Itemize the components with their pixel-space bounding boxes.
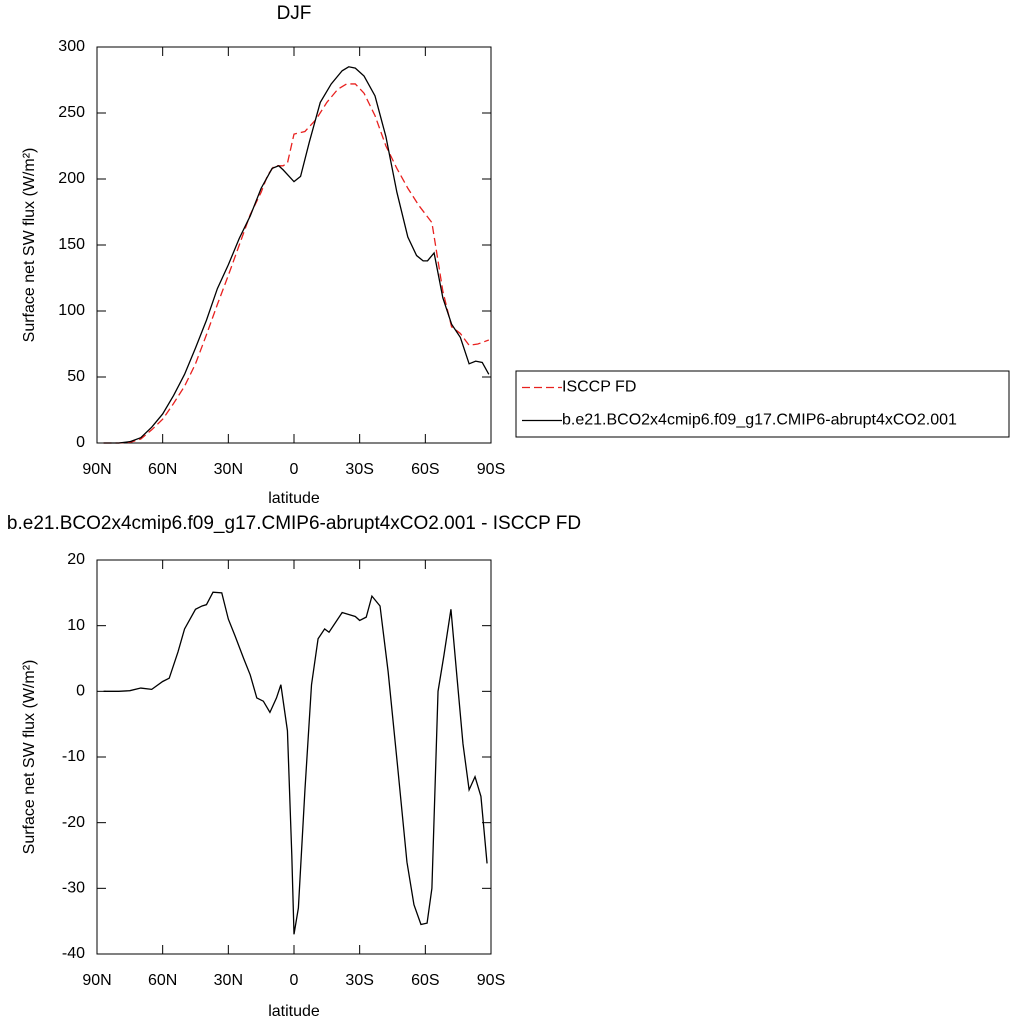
x-tick-label: 0	[290, 972, 299, 989]
data-line	[103, 83, 490, 444]
y-tick-label: 0	[76, 683, 85, 700]
legend-label: b.e21.BCO2x4cmip6.f09_g17.CMIP6-abrupt4x…	[562, 412, 957, 429]
x-tick-label: 30S	[345, 461, 373, 478]
x-tick-label: 90N	[82, 972, 111, 989]
x-tick-label: 90S	[477, 461, 505, 478]
y-tick-label: 10	[67, 617, 85, 634]
x-tick-label: 30N	[214, 461, 243, 478]
x-tick-label: 60N	[148, 461, 177, 478]
y-tick-label: 100	[58, 302, 85, 319]
x-tick-label: 0	[290, 461, 299, 478]
y-tick-label: -20	[62, 814, 85, 831]
data-line	[103, 66, 490, 444]
y-tick-label: 20	[67, 551, 85, 568]
x-axis-label: latitude	[268, 490, 320, 507]
y-tick-label: 50	[67, 368, 85, 385]
legend-box	[515, 370, 1010, 438]
y-tick-label: -30	[62, 880, 85, 897]
x-tick-label: 60S	[411, 461, 439, 478]
x-tick-label: 30S	[345, 972, 373, 989]
y-tick-label: 0	[76, 434, 85, 451]
y-tick-label: 250	[58, 104, 85, 121]
x-tick-label: 60S	[411, 972, 439, 989]
y-tick-label: 200	[58, 170, 85, 187]
y-tick-label: -10	[62, 748, 85, 765]
x-axis-label: latitude	[268, 1003, 320, 1020]
x-tick-label: 90S	[477, 972, 505, 989]
chart-title: b.e21.BCO2x4cmip6.f09_g17.CMIP6-abrupt4x…	[7, 513, 581, 534]
x-tick-label: 90N	[82, 461, 111, 478]
plot-frame	[96, 559, 492, 955]
x-tick-label: 30N	[214, 972, 243, 989]
legend-label: ISCCP FD	[562, 379, 636, 396]
plot-frame	[96, 46, 492, 444]
chart-title: DJF	[277, 3, 312, 24]
y-tick-label: 300	[58, 38, 85, 55]
y-axis-label: Surface net SW flux (W/m²)	[21, 148, 38, 343]
x-tick-label: 60N	[148, 972, 177, 989]
y-tick-label: -40	[62, 945, 85, 962]
data-line	[103, 591, 488, 935]
y-axis-label: Surface net SW flux (W/m²)	[21, 660, 38, 855]
y-tick-label: 150	[58, 236, 85, 253]
